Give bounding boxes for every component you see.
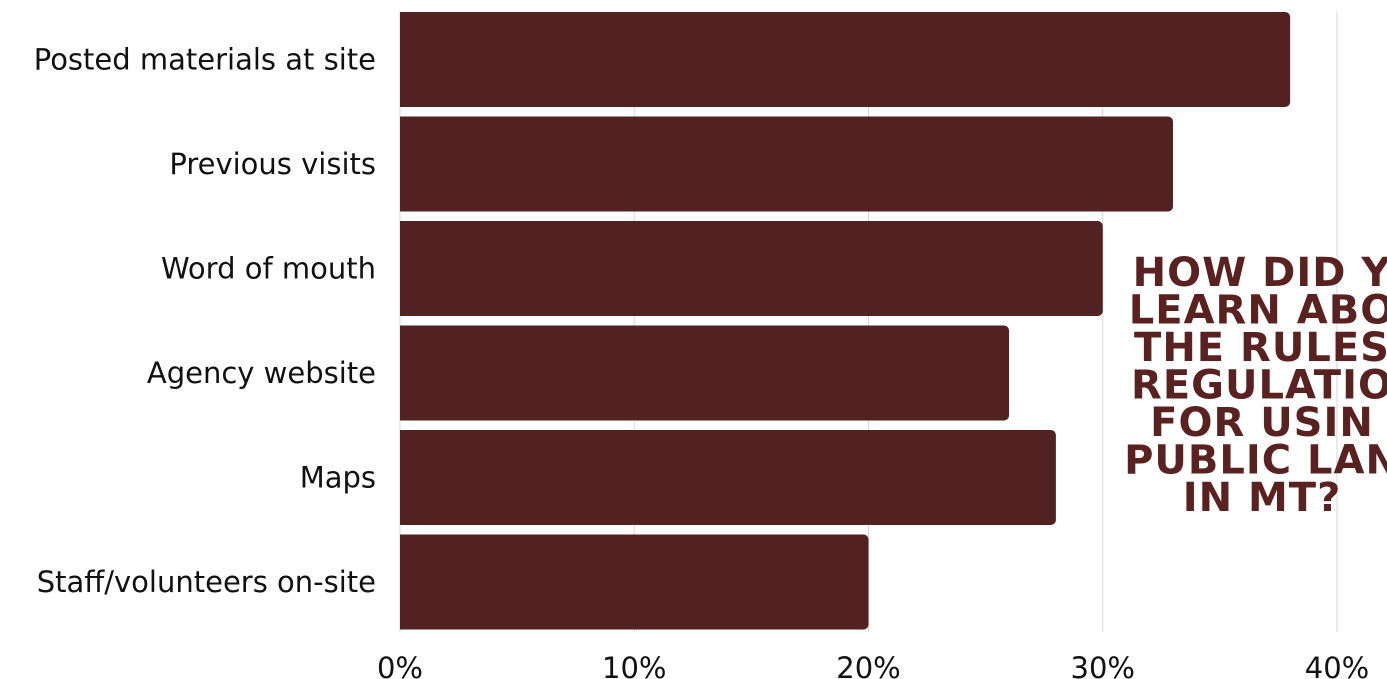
chart-title-line-0: HOW DID Y bbox=[1133, 250, 1387, 296]
x-tick-label-1: 10% bbox=[602, 651, 666, 679]
bar-4-base bbox=[400, 430, 408, 525]
bar-2-base bbox=[400, 221, 408, 316]
category-label-2: Word of mouth bbox=[161, 252, 376, 286]
grid-lines bbox=[399, 12, 1338, 632]
chart-title-line-2: THE RULES bbox=[1134, 325, 1387, 371]
chart-title-line-4: FOR USIN bbox=[1150, 400, 1374, 446]
category-label-4: Maps bbox=[300, 461, 376, 495]
category-label-5: Staff/volunteers on-site bbox=[37, 565, 376, 599]
x-tick-label-4: 40% bbox=[1305, 651, 1369, 679]
x-tick-label-0: 0% bbox=[377, 651, 423, 679]
bar-0-base bbox=[400, 12, 408, 107]
bar-0 bbox=[400, 12, 1291, 107]
bar-3-base bbox=[400, 325, 408, 421]
chart-title-line-6: IN MT? bbox=[1183, 475, 1342, 521]
x-axis-tick-labels: 0% 10% 20% 30% 40% bbox=[377, 651, 1369, 679]
chart-title-line-3: REGULATIO bbox=[1131, 363, 1387, 409]
category-label-1: Previous visits bbox=[169, 147, 376, 181]
bar-1 bbox=[400, 116, 1174, 212]
x-tick-label-3: 30% bbox=[1071, 651, 1135, 679]
bar-4 bbox=[400, 430, 1056, 525]
category-labels: Posted materials at site Previous visits W… bbox=[34, 43, 376, 600]
bar-3 bbox=[400, 325, 1010, 421]
bar-1-base bbox=[400, 116, 408, 212]
bars bbox=[400, 12, 1291, 630]
x-tick-label-2: 20% bbox=[836, 651, 900, 679]
category-label-3: Agency website bbox=[147, 356, 376, 390]
bar-5 bbox=[400, 534, 869, 630]
category-label-0: Posted materials at site bbox=[34, 43, 376, 77]
chart-title-line-5: PUBLIC LAN bbox=[1124, 438, 1387, 484]
bar-5-base bbox=[400, 534, 408, 630]
bar-2 bbox=[400, 221, 1103, 316]
chart-title-line-1: LEARN ABO bbox=[1129, 288, 1387, 334]
